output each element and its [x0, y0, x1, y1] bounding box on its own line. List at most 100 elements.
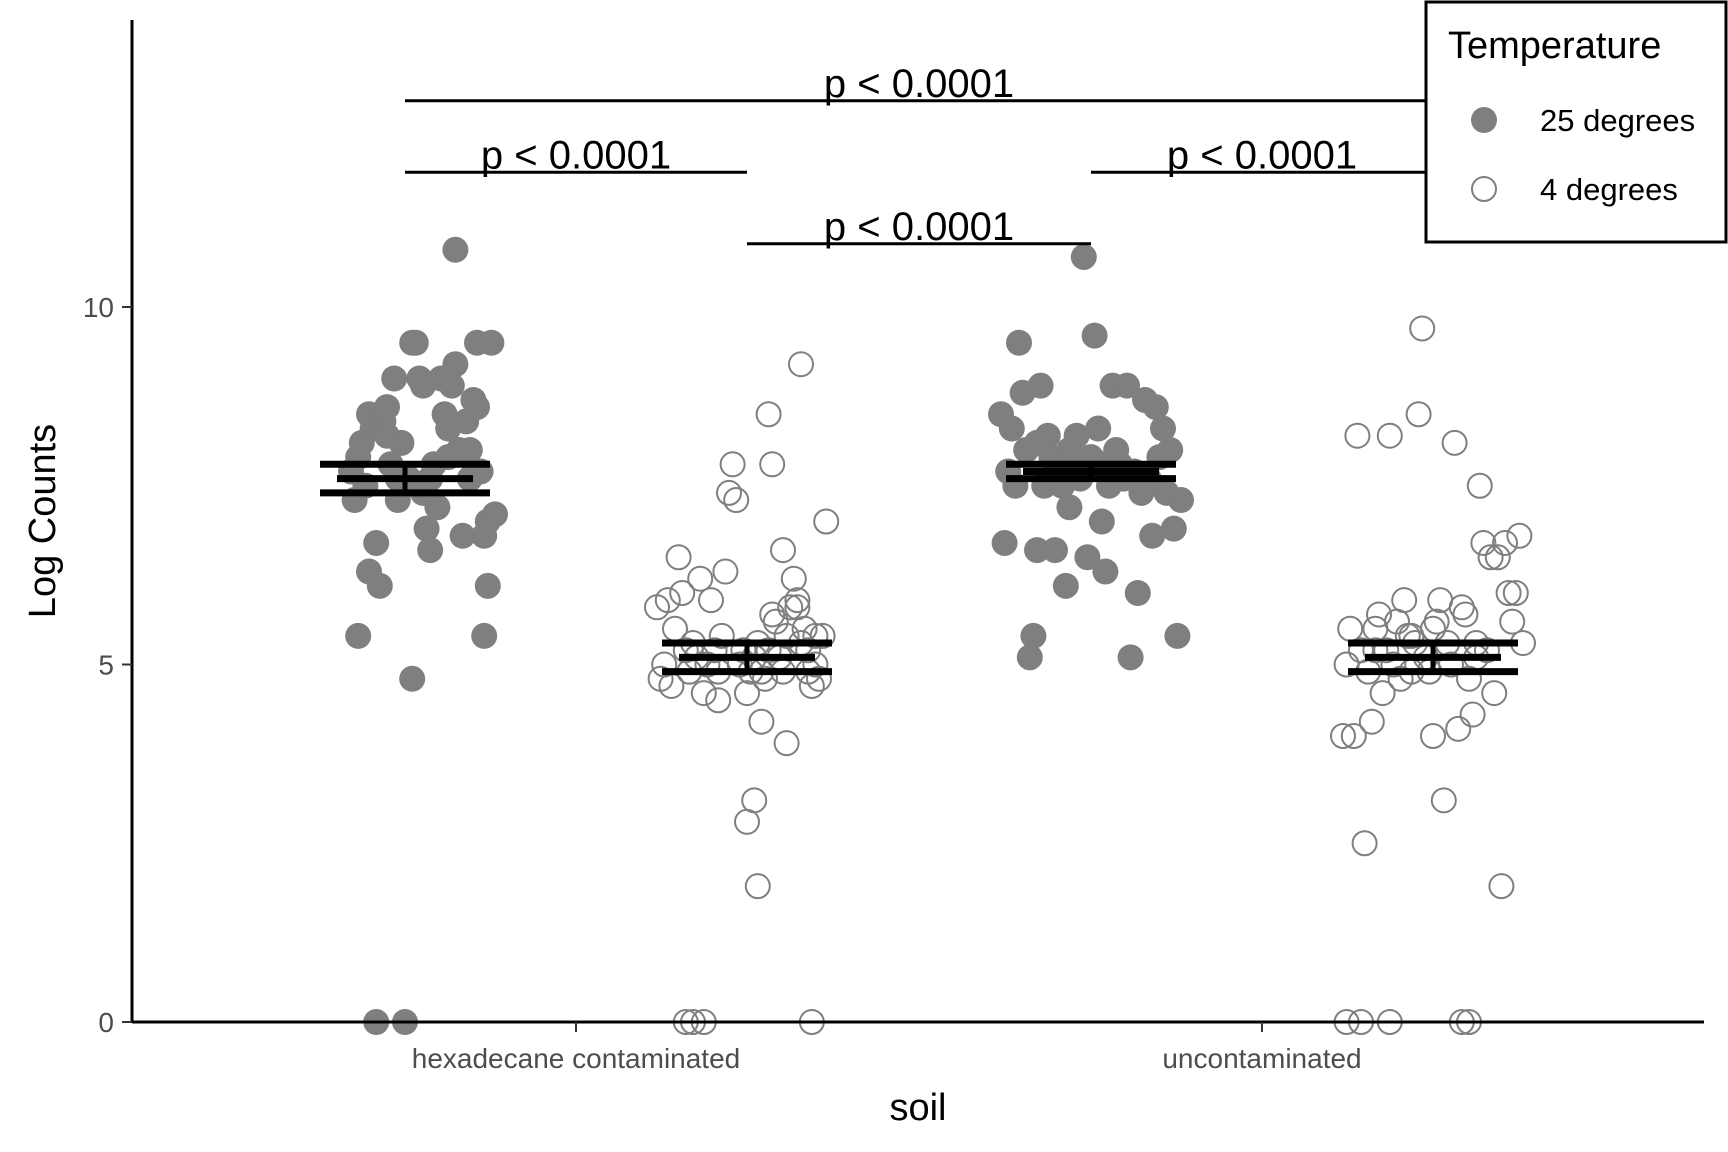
data-point-4-degrees-hexadecane-contaminated	[734, 680, 760, 707]
data-point-4-degrees-hexadecane-contaminated	[665, 544, 692, 571]
data-point-25-degrees-hexadecane-contaminated	[410, 372, 436, 399]
legend-title: Temperature	[1448, 25, 1661, 67]
data-point-25-degrees-uncontaminated	[1117, 644, 1144, 671]
data-point-25-degrees-hexadecane-contaminated	[438, 372, 465, 399]
data-point-25-degrees-hexadecane-contaminated	[482, 501, 508, 528]
data-point-4-degrees-hexadecane-contaminated	[755, 401, 782, 428]
mean-error-bars	[320, 460, 1518, 676]
data-point-25-degrees-uncontaminated	[1088, 508, 1115, 535]
data-point-25-degrees-hexadecane-contaminated	[449, 522, 476, 549]
data-point-4-degrees-uncontaminated	[1362, 637, 1389, 664]
data-point-4-degrees-uncontaminated	[1337, 615, 1364, 642]
x-tick-label-uncontaminated: uncontaminated	[1162, 1043, 1361, 1074]
data-point-25-degrees-hexadecane-contaminated	[374, 394, 400, 421]
data-point-25-degrees-hexadecane-contaminated	[442, 351, 469, 378]
data-point-25-degrees-uncontaminated	[1070, 243, 1097, 270]
data-point-4-degrees-uncontaminated	[1366, 601, 1392, 628]
data-point-4-degrees-hexadecane-contaminated	[802, 622, 829, 649]
data-point-4-degrees-uncontaminated	[1470, 529, 1497, 556]
legend-marker-4-degrees	[1471, 176, 1497, 202]
p-value-label: p < 0.0001	[1167, 133, 1357, 177]
data-point-4-degrees-hexadecane-contaminated	[773, 730, 800, 757]
data-point-25-degrees-hexadecane-contaminated	[413, 515, 440, 542]
data-point-25-degrees-uncontaminated	[1056, 494, 1083, 521]
p-value-label: p < 0.0001	[824, 62, 1014, 106]
data-point-25-degrees-uncontaminated	[1024, 537, 1050, 564]
data-point-4-degrees-hexadecane-contaminated	[784, 594, 811, 621]
legend-label-4-degrees: 4 degrees	[1540, 172, 1678, 207]
data-point-25-degrees-hexadecane-contaminated	[399, 665, 426, 692]
data-point-25-degrees-uncontaminated	[1081, 322, 1108, 349]
data-point-25-degrees-hexadecane-contaminated	[471, 622, 498, 649]
data-point-4-degrees-hexadecane-contaminated	[705, 687, 732, 714]
data-point-25-degrees-uncontaminated	[1063, 422, 1090, 449]
data-point-4-degrees-uncontaminated	[1452, 601, 1479, 628]
data-point-4-degrees-hexadecane-contaminated	[719, 451, 746, 478]
data-point-25-degrees-uncontaminated	[1052, 572, 1079, 599]
data-point-25-degrees-hexadecane-contaminated	[424, 494, 451, 521]
data-point-25-degrees-uncontaminated	[1085, 415, 1112, 442]
data-point-4-degrees-hexadecane-contaminated	[669, 580, 696, 606]
data-point-4-degrees-uncontaminated	[1344, 422, 1371, 449]
data-point-25-degrees-uncontaminated	[1020, 622, 1047, 649]
x-axis-title: soil	[889, 1087, 946, 1129]
data-point-4-degrees-uncontaminated	[1430, 787, 1457, 814]
data-point-4-degrees-uncontaminated	[1380, 651, 1407, 678]
data-point-4-degrees-uncontaminated	[1420, 723, 1446, 749]
data-point-25-degrees-uncontaminated	[998, 415, 1025, 442]
y-tick-label: 5	[98, 650, 114, 681]
data-point-25-degrees-uncontaminated	[1160, 515, 1187, 542]
data-point-25-degrees-uncontaminated	[1139, 522, 1166, 549]
legend-marker-25-degrees	[1471, 107, 1497, 133]
p-value-label: p < 0.0001	[481, 133, 671, 177]
data-point-25-degrees-uncontaminated	[1157, 437, 1184, 463]
data-point-25-degrees-hexadecane-contaminated	[474, 572, 501, 599]
data-point-25-degrees-hexadecane-contaminated	[478, 329, 505, 356]
data-point-4-degrees-hexadecane-contaminated	[777, 594, 804, 621]
data-point-25-degrees-uncontaminated	[1092, 558, 1119, 585]
significance-annotations: p < 0.0001 p < 0.0001 p < 0.0001 p < 0.0001	[405, 62, 1433, 249]
data-point-4-degrees-hexadecane-contaminated	[806, 665, 832, 692]
data-point-4-degrees-hexadecane-contaminated	[784, 587, 811, 614]
data-points	[338, 236, 1536, 1035]
data-point-25-degrees-hexadecane-contaminated	[363, 529, 390, 556]
axis-ticks: 0 5 10 hexadecane contaminated uncontaminate…	[83, 292, 1362, 1074]
data-point-4-degrees-hexadecane-contaminated	[723, 487, 750, 514]
data-point-25-degrees-hexadecane-contaminated	[399, 329, 426, 356]
data-point-25-degrees-uncontaminated	[1150, 415, 1176, 442]
data-point-4-degrees-uncontaminated	[1441, 429, 1468, 456]
data-point-4-degrees-hexadecane-contaminated	[748, 708, 775, 735]
data-point-4-degrees-uncontaminated	[1427, 587, 1454, 614]
data-point-4-degrees-hexadecane-contaminated	[780, 565, 807, 592]
data-point-4-degrees-hexadecane-contaminated	[716, 479, 742, 506]
data-point-25-degrees-uncontaminated	[1114, 372, 1140, 399]
data-point-4-degrees-uncontaminated	[1376, 422, 1403, 449]
data-point-4-degrees-hexadecane-contaminated	[712, 558, 739, 585]
data-point-4-degrees-uncontaminated	[1488, 873, 1515, 900]
x-tick-label-hexadecane-contaminated: hexadecane contaminated	[412, 1043, 740, 1074]
data-point-4-degrees-hexadecane-contaminated	[690, 680, 717, 707]
data-point-25-degrees-uncontaminated	[1042, 537, 1068, 564]
data-point-4-degrees-hexadecane-contaminated	[798, 672, 825, 699]
data-point-25-degrees-hexadecane-contaminated	[366, 572, 393, 599]
data-point-25-degrees-uncontaminated	[1164, 622, 1191, 649]
y-tick-label: 10	[83, 292, 114, 323]
data-point-25-degrees-hexadecane-contaminated	[442, 236, 469, 263]
data-point-4-degrees-uncontaminated	[1492, 529, 1518, 556]
data-point-4-degrees-hexadecane-contaminated	[701, 637, 728, 664]
data-point-25-degrees-uncontaminated	[1006, 329, 1032, 356]
data-point-25-degrees-uncontaminated	[1168, 487, 1194, 514]
data-point-4-degrees-hexadecane-contaminated	[809, 622, 836, 649]
y-tick-label: 0	[98, 1007, 114, 1038]
data-point-4-degrees-uncontaminated	[1351, 830, 1378, 857]
data-point-4-degrees-uncontaminated	[1391, 587, 1418, 614]
data-point-4-degrees-hexadecane-contaminated	[813, 508, 840, 535]
data-point-4-degrees-uncontaminated	[1420, 615, 1446, 642]
data-point-4-degrees-uncontaminated	[1481, 680, 1508, 707]
data-point-4-degrees-hexadecane-contaminated	[744, 873, 771, 900]
data-point-4-degrees-hexadecane-contaminated	[788, 351, 814, 378]
data-point-4-degrees-uncontaminated	[1369, 680, 1396, 707]
data-point-25-degrees-uncontaminated	[1124, 580, 1151, 606]
data-point-4-degrees-uncontaminated	[1340, 723, 1367, 749]
